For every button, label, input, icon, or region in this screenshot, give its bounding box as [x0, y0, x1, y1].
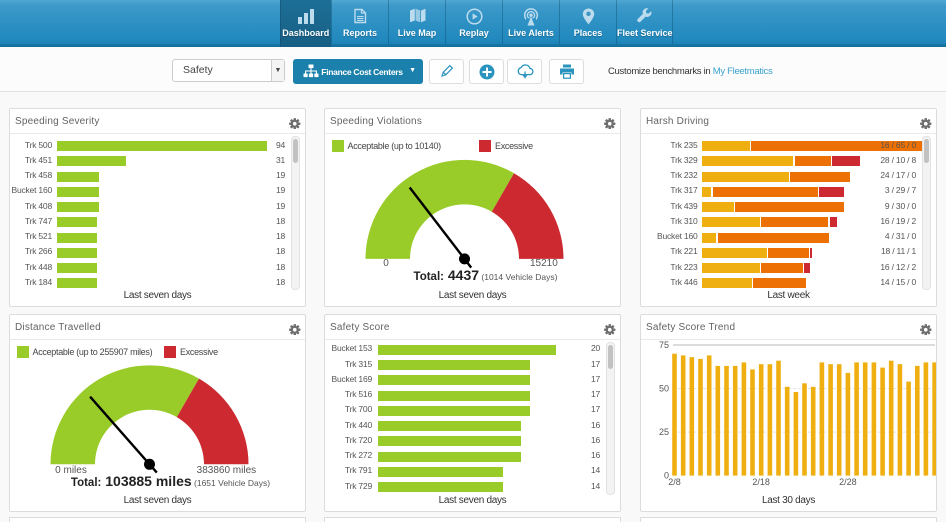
svg-text:0: 0: [664, 471, 669, 481]
svg-text:75: 75: [659, 340, 669, 350]
svg-text:0 miles: 0 miles: [55, 465, 87, 476]
svg-text:2/28: 2/28: [839, 477, 857, 487]
svg-text:2/8: 2/8: [668, 477, 681, 487]
svg-text:383860 miles: 383860 miles: [197, 465, 256, 476]
svg-text:25: 25: [659, 427, 669, 437]
svg-text:2/18: 2/18: [752, 477, 770, 487]
svg-text:15210: 15210: [530, 258, 558, 269]
svg-text:50: 50: [659, 384, 669, 394]
svg-text:0: 0: [383, 258, 389, 269]
